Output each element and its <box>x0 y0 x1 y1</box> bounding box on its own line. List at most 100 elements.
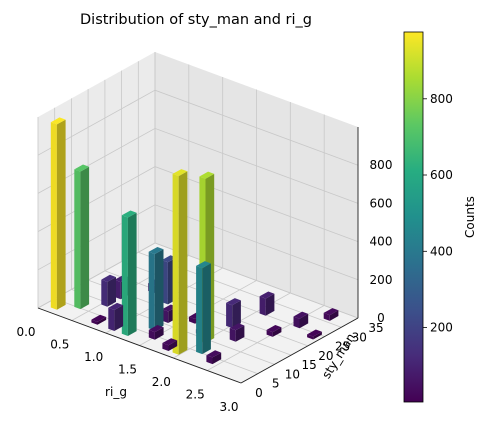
bar-front-face <box>108 307 115 331</box>
bar <box>148 325 164 340</box>
x-tick-label: 2.5 <box>186 388 205 402</box>
bar-front-face <box>196 265 203 355</box>
colorbar-label: Counts <box>463 196 477 238</box>
bar-side-face <box>212 352 222 365</box>
bar <box>196 261 211 355</box>
bar-front-face <box>121 215 128 336</box>
z-tick-label: 800 <box>370 158 393 172</box>
bar-front-face <box>259 296 266 316</box>
bar-front-face <box>189 316 196 324</box>
bar-front-face <box>148 251 155 331</box>
bar-side-face <box>114 305 124 331</box>
x-axis-label: ri_g <box>105 385 127 399</box>
bar-side-face <box>154 327 164 340</box>
bar <box>148 247 164 331</box>
bar-front-face <box>206 355 213 365</box>
bar-side-face <box>232 300 241 329</box>
bar-front-face <box>266 329 273 337</box>
y-tick-label: 10 <box>285 367 300 381</box>
bar-side-face <box>299 313 309 329</box>
bar <box>229 323 245 342</box>
bar <box>74 164 90 310</box>
bar-side-face <box>127 212 137 336</box>
bar-top-face <box>162 338 178 346</box>
bar-top-face <box>91 314 107 322</box>
colorbar-gradient <box>403 31 424 403</box>
y-tick-label: 25 <box>335 340 350 354</box>
bar-top-face <box>206 350 222 358</box>
z-grid-line <box>37 89 359 166</box>
z-tick-label: 600 <box>370 196 393 210</box>
bar <box>293 311 309 329</box>
y-tick-label: 35 <box>368 321 383 335</box>
bar-side-face <box>107 277 116 307</box>
bar-side-face <box>178 171 188 355</box>
bar-top-face <box>199 171 215 179</box>
bar-side-face <box>272 327 282 337</box>
bar-top-face <box>148 325 164 333</box>
y-axis-line <box>240 317 359 384</box>
bar <box>162 338 178 351</box>
x-tick-label: 3.0 <box>219 400 238 414</box>
colorbar-tick-label: 800 <box>430 92 453 106</box>
x-axis-line <box>37 307 242 384</box>
bar-top-face <box>226 298 241 306</box>
x-tick-label: 1.5 <box>118 363 137 377</box>
chart-title: Distribution of sty_man and ri_g <box>80 12 312 28</box>
bar-side-face <box>80 166 90 310</box>
y-tick-label: 15 <box>301 358 316 372</box>
bar <box>121 210 137 336</box>
z-tick-label: 200 <box>370 273 393 287</box>
bar-front-face <box>323 312 330 321</box>
x-tick-label: 0.0 <box>16 325 35 339</box>
bar <box>323 308 339 321</box>
x-tick-label: 1.0 <box>84 350 103 364</box>
bar-side-face <box>202 263 211 355</box>
axis-lines <box>37 127 359 384</box>
bars-layer <box>50 117 339 365</box>
bar-front-face <box>172 173 179 355</box>
bar-side-face <box>154 249 164 331</box>
bar-front-face <box>229 328 236 342</box>
bar-front-face <box>74 169 81 310</box>
bar-top-face <box>172 169 188 177</box>
x-tick-label: 0.5 <box>50 338 69 352</box>
bar <box>226 298 241 329</box>
bar-top-face <box>266 325 282 333</box>
bar-side-face <box>97 317 107 325</box>
bar-side-face <box>56 119 66 310</box>
y-tick-label: 5 <box>272 377 280 391</box>
bar-front-face <box>162 309 169 323</box>
bar-side-face <box>313 331 322 340</box>
bar-top-face <box>74 164 90 172</box>
bar-top-face <box>323 308 339 316</box>
bar-top-face <box>293 311 309 319</box>
x-tick-label: 2.0 <box>152 375 171 389</box>
bar-top-face <box>121 210 137 218</box>
bar-front-face <box>91 319 98 325</box>
z-tick-label: 400 <box>370 235 393 249</box>
bar <box>108 302 124 331</box>
colorbar-tick-label: 600 <box>430 168 453 182</box>
y-tick-label: 0 <box>255 386 263 400</box>
bar <box>50 117 66 310</box>
colorbar-tick-label: 400 <box>430 244 453 258</box>
bar-side-face <box>265 293 275 316</box>
bar-front-face <box>307 334 314 340</box>
bar <box>91 314 107 325</box>
bar-top-face <box>196 261 211 269</box>
tick-labels: 0.00.51.01.52.02.53.00510152025303502004… <box>16 158 392 414</box>
colorbar: 200 400 600 800 Counts <box>403 31 477 403</box>
bar-top-face <box>108 302 124 310</box>
bar-side-face <box>168 340 178 351</box>
bar-top-face <box>148 247 164 254</box>
bar-top-face <box>101 274 116 282</box>
bar <box>259 291 275 316</box>
z-tick-label: 0 <box>377 311 385 325</box>
y-tick-label: 30 <box>352 330 367 344</box>
bar-front-face <box>50 122 57 310</box>
bar <box>266 325 282 337</box>
bar-front-face <box>162 343 169 351</box>
colorbar-tick-label: 200 <box>430 321 453 335</box>
